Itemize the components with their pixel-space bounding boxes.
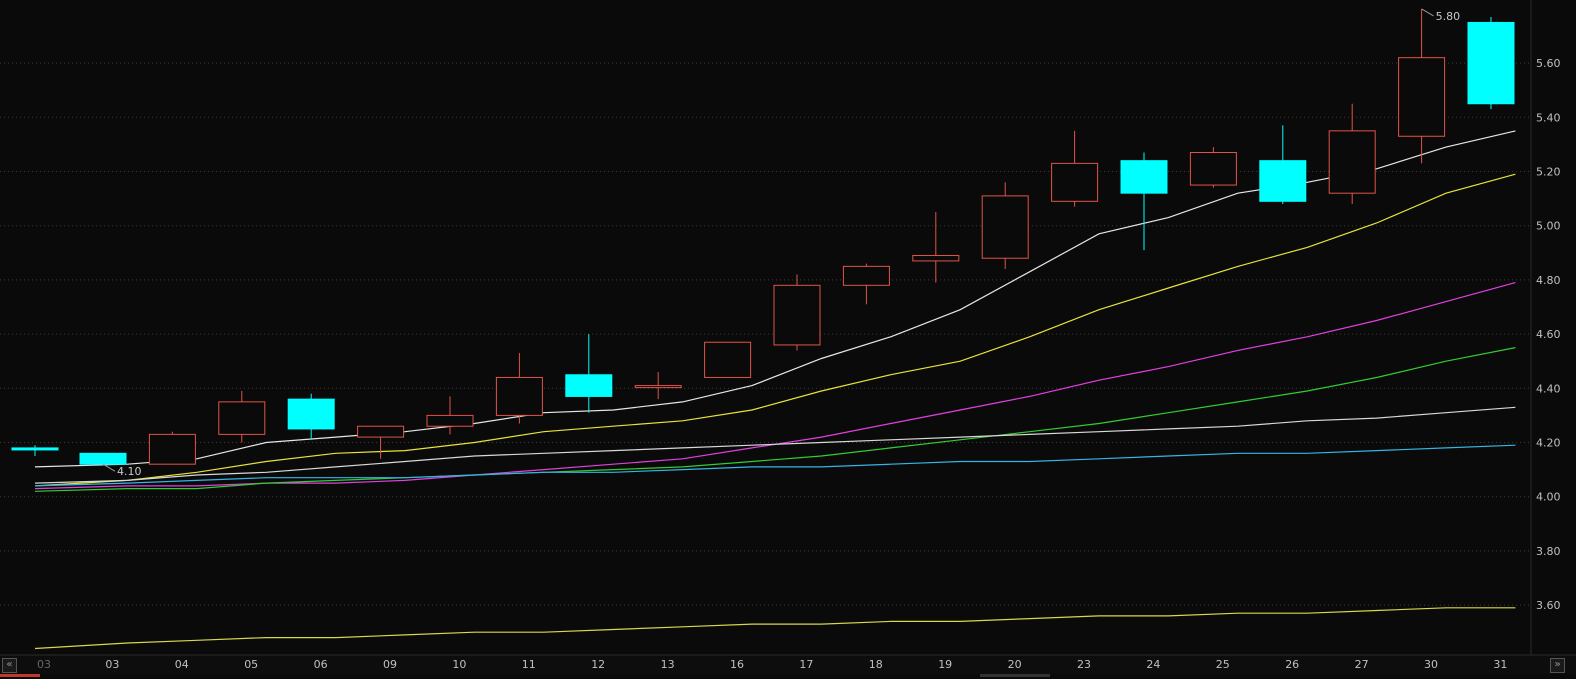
- y-tick-label: 4.60: [1536, 328, 1561, 341]
- x-tick-label: 03: [105, 658, 119, 671]
- moving-average-line: [34, 173, 1516, 487]
- moving-average-line: [34, 282, 1516, 490]
- candle-body: [1259, 160, 1307, 202]
- candle-body: [1467, 21, 1515, 105]
- x-tick-label: 16: [730, 658, 744, 671]
- candle-body: [704, 341, 752, 378]
- x-tick-label: 24: [1146, 658, 1160, 671]
- x-tick-label: 20: [1008, 658, 1022, 671]
- candle-body: [565, 374, 613, 397]
- x-tick-label: 04: [175, 658, 189, 671]
- candle-body: [148, 433, 196, 465]
- moving-average-line: [34, 347, 1516, 492]
- candle-body: [1398, 57, 1446, 137]
- candle-body: [1328, 130, 1376, 194]
- x-tick-label: 11: [522, 658, 536, 671]
- x-tick-label: 23: [1077, 658, 1091, 671]
- x-tick-label: 09: [383, 658, 397, 671]
- scroll-right-button[interactable]: »: [1550, 658, 1565, 673]
- annotation-leader: [102, 463, 116, 472]
- candle-body: [634, 385, 682, 389]
- moving-average-line: [34, 607, 1516, 650]
- candle-body: [842, 265, 890, 286]
- x-tick-label: 31: [1493, 658, 1507, 671]
- y-tick-label: 4.00: [1536, 491, 1561, 504]
- x-tick-label: 06: [314, 658, 328, 671]
- moving-average-line: [34, 444, 1516, 487]
- x-tick-label: 27: [1355, 658, 1369, 671]
- moving-average-line: [34, 406, 1516, 484]
- x-tick-label: 25: [1216, 658, 1230, 671]
- candle-body: [11, 447, 59, 451]
- x-tick-label: 19: [938, 658, 952, 671]
- bottom-accent-strip: [0, 674, 40, 677]
- y-tick-label: 5.60: [1536, 57, 1561, 70]
- y-tick-label: 4.40: [1536, 382, 1561, 395]
- candle-body: [1189, 152, 1237, 186]
- scroll-left-button[interactable]: «: [2, 658, 17, 673]
- candle-body: [426, 414, 474, 427]
- x-tick-label: 10: [452, 658, 466, 671]
- y-tick-label: 5.00: [1536, 220, 1561, 233]
- x-tick-label: 03: [37, 658, 51, 671]
- x-tick-label: 30: [1424, 658, 1438, 671]
- y-tick-label: 3.60: [1536, 599, 1561, 612]
- candle-body: [495, 376, 543, 416]
- price-annotation: 4.10: [117, 465, 142, 478]
- candle-body: [1120, 160, 1168, 194]
- x-tick-label: 18: [869, 658, 883, 671]
- y-tick-label: 4.20: [1536, 437, 1561, 450]
- candle-body: [357, 425, 405, 438]
- x-tick-label: 13: [661, 658, 675, 671]
- candle-body: [79, 452, 127, 465]
- x-tick-label: 26: [1285, 658, 1299, 671]
- x-axis-band: [0, 655, 1576, 674]
- y-tick-label: 3.80: [1536, 545, 1561, 558]
- candle-body: [773, 284, 821, 346]
- candle-body: [912, 255, 960, 262]
- y-tick-label: 5.40: [1536, 111, 1561, 124]
- candle-body: [218, 401, 266, 435]
- y-tick-label: 4.80: [1536, 274, 1561, 287]
- candle-body: [1051, 162, 1099, 202]
- y-tick-label: 5.20: [1536, 166, 1561, 179]
- candle-body: [287, 398, 335, 430]
- x-tick-label: 17: [799, 658, 813, 671]
- x-tick-label: 05: [244, 658, 258, 671]
- candle-body: [981, 195, 1029, 259]
- bottom-accent-strip: [980, 674, 1050, 677]
- annotation-leader: [1421, 8, 1434, 17]
- x-tick-label: 12: [591, 658, 605, 671]
- price-annotation: 5.80: [1436, 10, 1461, 23]
